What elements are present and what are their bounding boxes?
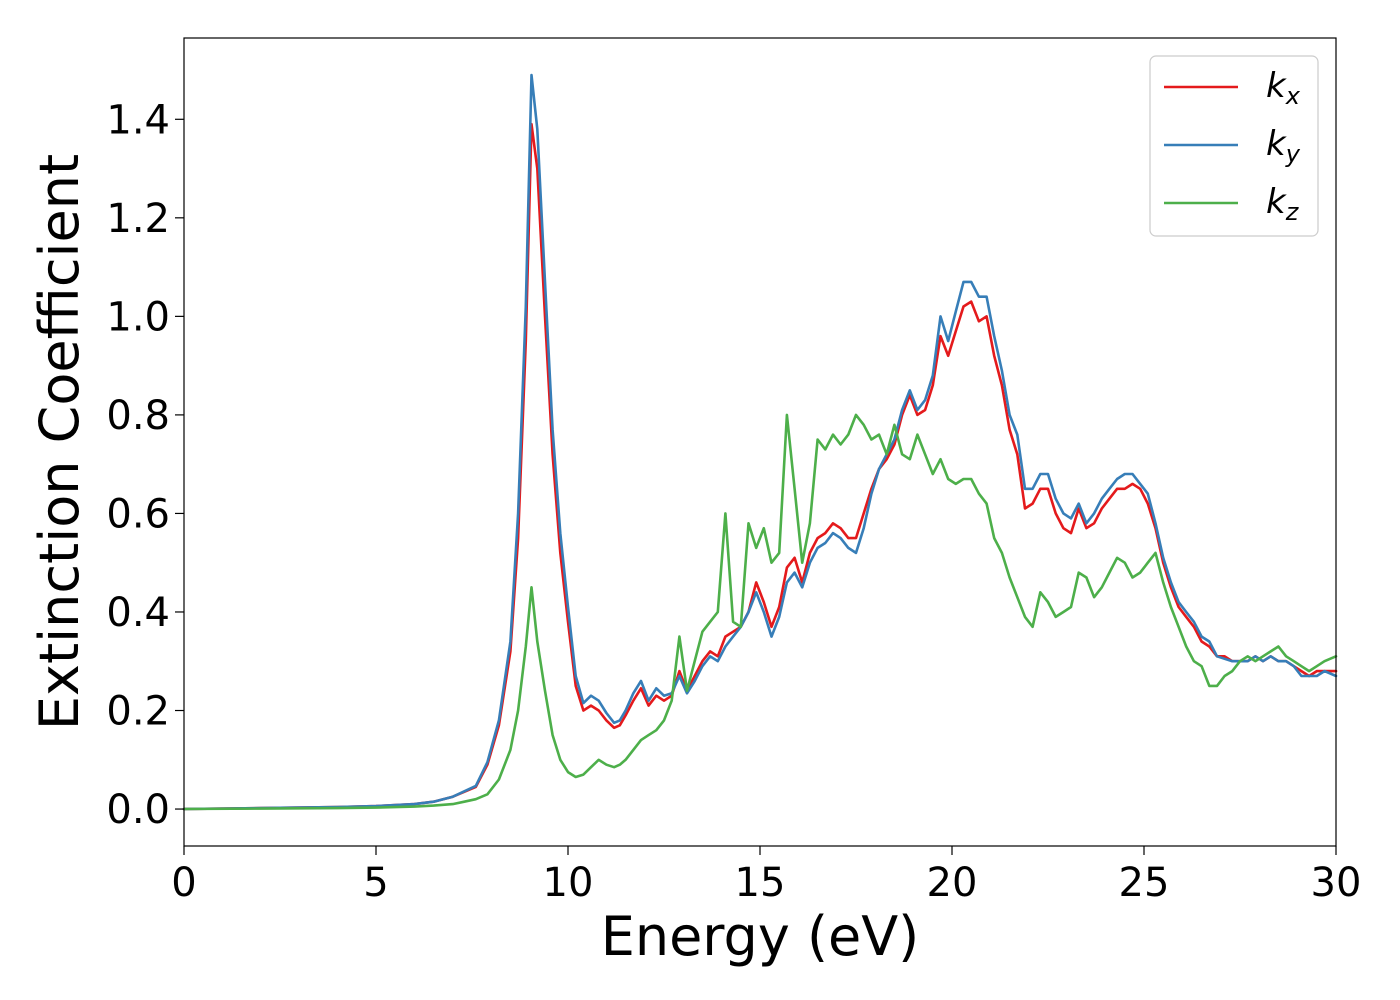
y-tick-label: 1.2 <box>106 196 170 242</box>
series-line-z <box>182 413 1338 811</box>
x-tick-label: 0 <box>171 860 196 906</box>
x-axis-title: Energy (eV) <box>601 905 920 968</box>
legend-items: kx ky kz <box>1164 66 1301 226</box>
y-axis-title: Extinction Coefficient <box>28 154 91 730</box>
x-tick-label: 15 <box>735 860 786 906</box>
legend-label-y: ky <box>1266 124 1301 168</box>
series-layer <box>182 73 1338 811</box>
y-tick-label: 0.0 <box>106 787 170 833</box>
y-tick-label: 1.0 <box>106 294 170 340</box>
x-tick-label: 30 <box>1311 860 1362 906</box>
legend-label-z: kz <box>1266 182 1300 226</box>
x-tick-label: 25 <box>1119 860 1170 906</box>
y-tick-label: 0.8 <box>106 393 170 439</box>
y-tick-label: 0.4 <box>106 590 170 636</box>
y-axis: 0.0 0.2 0.4 0.6 0.8 1.0 1.2 1.4 <box>106 97 184 833</box>
y-tick-label: 0.6 <box>106 491 170 537</box>
y-tick-label: 1.4 <box>106 97 170 143</box>
series-line-y <box>182 73 1338 811</box>
legend-label-x: kx <box>1266 66 1301 110</box>
legend: kx ky kz <box>1149 55 1319 237</box>
x-tick-label: 10 <box>543 860 594 906</box>
x-tick-label: 20 <box>927 860 978 906</box>
x-axis: 0 5 10 15 20 25 30 <box>171 846 1361 906</box>
x-tick-label: 5 <box>363 860 388 906</box>
y-tick-label: 0.2 <box>106 689 170 735</box>
